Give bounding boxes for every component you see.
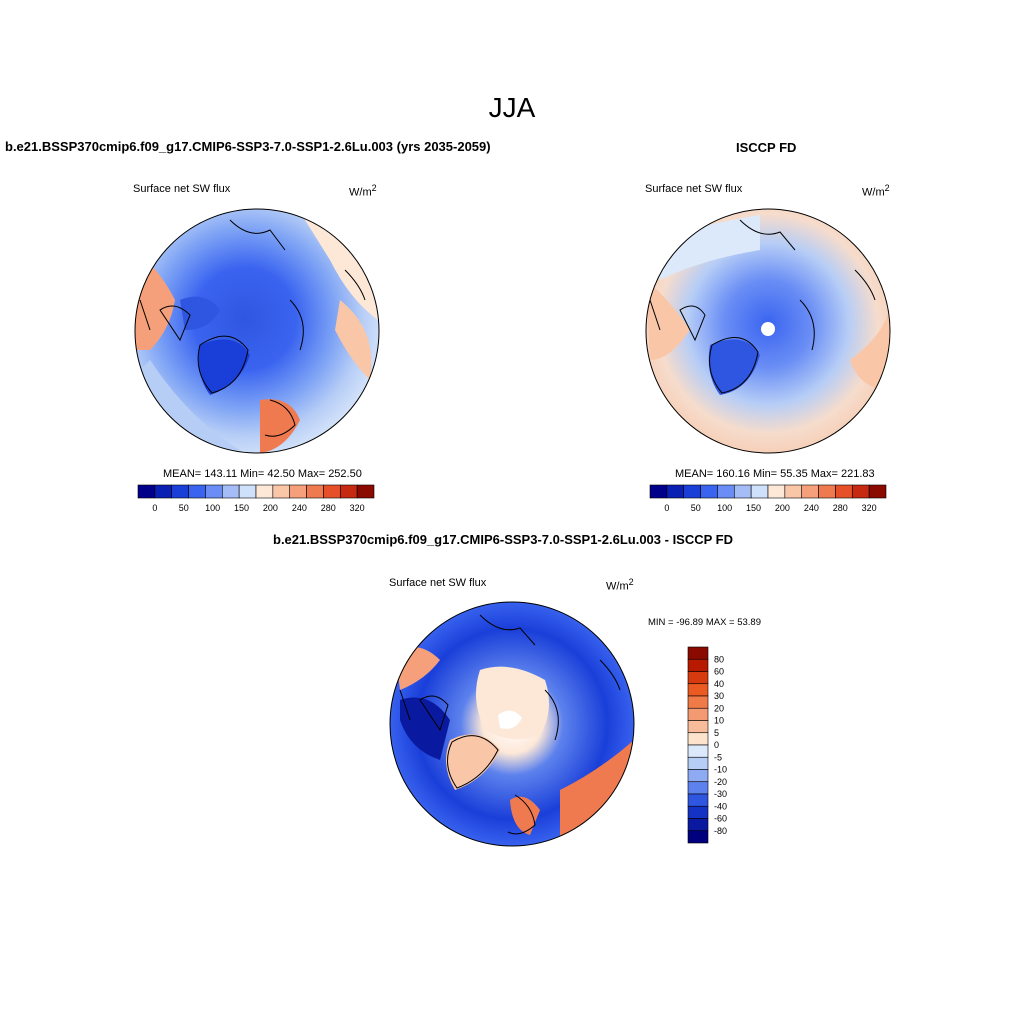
colorbar-tick-label: 150: [746, 503, 761, 513]
colorbar-tick-label: 40: [714, 679, 724, 689]
colorbar-tick-label: 320: [862, 503, 877, 513]
colorbar-swatch: [700, 484, 718, 499]
colorbar-tick-label: -60: [714, 814, 727, 824]
colorbar-swatch: [687, 830, 709, 844]
colorbar-tick-label: 0: [714, 740, 719, 750]
colorbar-tick-label: 5: [714, 728, 719, 738]
colorbar-swatch: [649, 484, 668, 499]
colorbar-swatch: [687, 683, 709, 697]
colorbar-swatch: [687, 818, 709, 832]
colorbar-swatch: [221, 484, 240, 499]
colorbar-tick-label: 200: [263, 503, 278, 513]
model-stats: MEAN= 143.11 Min= 42.50 Max= 252.50: [163, 468, 362, 480]
colorbar-tick-label: 100: [205, 503, 220, 513]
diff-polar-map: [389, 601, 635, 847]
colorbar-swatch: [171, 484, 189, 499]
model-colorbar: 0 50 100 150 200 240 280 320: [137, 484, 375, 513]
colorbar-swatch: [687, 671, 709, 685]
obs-panel-header: ISCCP FD: [736, 140, 797, 155]
colorbar-swatch: [323, 484, 341, 499]
colorbar-swatch: [767, 484, 786, 499]
colorbar-tick-label: -80: [714, 826, 727, 836]
figure-title: JJA: [488, 92, 536, 123]
colorbar-tick-label: 50: [691, 503, 701, 513]
colorbar-tick-label: 280: [833, 503, 848, 513]
colorbar-tick-label: 0: [664, 503, 669, 513]
colorbar-tick-label: 150: [234, 503, 249, 513]
colorbar-swatch: [868, 484, 887, 499]
model-panel-header: b.e21.BSSP370cmip6.f09_g17.CMIP6-SSP3-7.…: [5, 139, 491, 154]
diff-minmax: MIN = -96.89 MAX = 53.89: [648, 617, 762, 628]
model-variable-label: Surface net SW flux: [133, 183, 231, 195]
colorbar-swatch: [339, 484, 358, 499]
colorbar-tick-label: 240: [804, 503, 819, 513]
colorbar-swatch: [687, 793, 709, 807]
colorbar-swatch: [687, 805, 709, 819]
colorbar-tick-label: 100: [717, 503, 732, 513]
colorbar-swatch: [687, 646, 709, 660]
colorbar-tick-label: 280: [321, 503, 336, 513]
colorbar-swatch: [272, 484, 291, 499]
colorbar-tick-label: -10: [714, 765, 727, 775]
colorbar-swatch: [818, 484, 836, 499]
model-unit-label: W/m2: [349, 183, 377, 199]
colorbar-tick-label: 320: [350, 503, 365, 513]
colorbar-swatch: [687, 720, 709, 734]
colorbar-tick-label: 50: [179, 503, 189, 513]
colorbar-tick-label: -20: [714, 777, 727, 787]
colorbar-swatch: [687, 781, 709, 795]
obs-variable-label: Surface net SW flux: [645, 183, 743, 195]
colorbar-swatch: [666, 484, 685, 499]
colorbar-tick-label: -5: [714, 752, 722, 762]
colorbar-swatch: [356, 484, 375, 499]
colorbar-swatch: [188, 484, 206, 499]
colorbar-swatch: [733, 484, 752, 499]
colorbar-swatch: [289, 484, 307, 499]
obs-stats: MEAN= 160.16 Min= 55.35 Max= 221.83: [675, 468, 875, 480]
colorbar-swatch: [687, 756, 709, 770]
colorbar-swatch: [687, 769, 709, 783]
colorbar-swatch: [255, 484, 274, 499]
colorbar-swatch: [205, 484, 223, 499]
colorbar-tick-label: -30: [714, 789, 727, 799]
colorbar-tick-label: 10: [714, 716, 724, 726]
colorbar-swatch: [750, 484, 769, 499]
colorbar-swatch: [801, 484, 819, 499]
colorbar-swatch: [687, 695, 709, 709]
colorbar-tick-label: 240: [292, 503, 307, 513]
colorbar-tick-label: 80: [714, 654, 724, 664]
diff-panel-header: b.e21.BSSP370cmip6.f09_g17.CMIP6-SSP3-7.…: [273, 532, 734, 547]
colorbar-tick-label: 0: [152, 503, 157, 513]
diff-variable-label: Surface net SW flux: [389, 577, 487, 589]
colorbar-swatch: [687, 744, 709, 758]
colorbar-tick-label: 60: [714, 667, 724, 677]
colorbar-tick-label: 20: [714, 703, 724, 713]
colorbar-swatch: [137, 484, 156, 499]
diff-colorbar: 80 60 40 30 20 10 5 0 -5 -10 -20 -30 -40 -60 -80: [687, 646, 727, 844]
obs-unit-label: W/m2: [862, 183, 890, 199]
colorbar-tick-label: -40: [714, 801, 727, 811]
obs-missing-pole: [761, 322, 775, 336]
model-polar-map: [134, 208, 380, 454]
colorbar-swatch: [683, 484, 701, 499]
diff-unit-label: W/m2: [606, 577, 634, 593]
colorbar-swatch: [306, 484, 324, 499]
colorbar-swatch: [238, 484, 257, 499]
colorbar-swatch: [687, 732, 709, 746]
colorbar-swatch: [784, 484, 803, 499]
colorbar-swatch: [717, 484, 735, 499]
obs-polar-map: [645, 208, 891, 454]
colorbar-tick-label: 200: [775, 503, 790, 513]
colorbar-swatch: [154, 484, 173, 499]
obs-colorbar: 0 50 100 150 200 240 280 320: [649, 484, 887, 513]
colorbar-swatch: [687, 658, 709, 672]
colorbar-swatch: [835, 484, 853, 499]
colorbar-swatch: [687, 707, 709, 721]
colorbar-tick-label: 30: [714, 691, 724, 701]
colorbar-swatch: [851, 484, 870, 499]
